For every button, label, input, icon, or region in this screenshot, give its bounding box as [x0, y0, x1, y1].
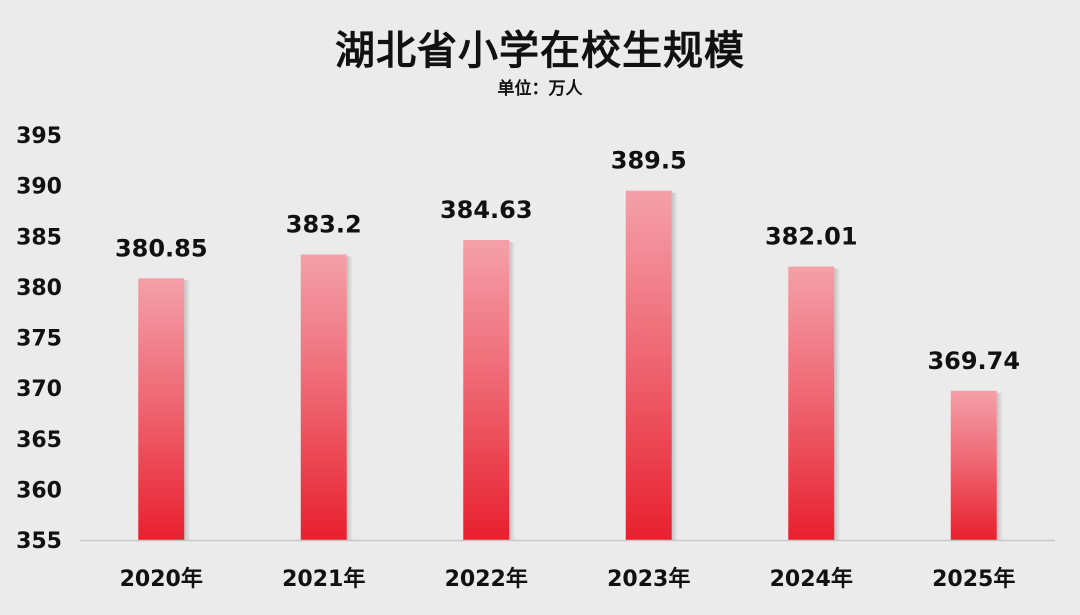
x-axis: 2020年 2021年 2022年 2023年 2024年 2025年 — [80, 539, 1055, 592]
y-axis: 395 390 385 380 375 370 365 360 355 — [16, 124, 62, 554]
bar-value-label: 384.63 — [440, 196, 533, 224]
bar-shadow — [671, 192, 678, 540]
y-tick-label: 370 — [16, 377, 62, 402]
bar — [950, 390, 997, 540]
bar-shadow — [509, 241, 516, 540]
y-tick-label: 365 — [16, 428, 62, 453]
bar — [463, 239, 510, 540]
bar — [300, 254, 347, 540]
bars: 380.85 383.2 384.63 389.5 382.01 369.74 — [115, 147, 1020, 540]
x-tick-label: 2021年 — [282, 566, 365, 592]
bar-shadow — [346, 256, 353, 540]
y-tick-label: 355 — [16, 529, 62, 554]
y-tick-label: 360 — [16, 478, 62, 503]
y-tick-label: 385 — [16, 225, 62, 250]
bar-shadow — [834, 268, 841, 540]
y-tick-label: 375 — [16, 327, 62, 352]
x-tick-label: 2025年 — [932, 566, 1015, 592]
bar-shadow — [996, 392, 1003, 540]
x-tick-label: 2024年 — [770, 566, 853, 592]
bar-shadow — [184, 280, 191, 540]
bar-value-label: 380.85 — [115, 234, 208, 262]
y-tick-label: 390 — [16, 175, 62, 200]
x-tick-label: 2023年 — [607, 566, 690, 592]
bar-value-label: 389.5 — [611, 147, 687, 175]
bar-value-label: 383.2 — [286, 210, 362, 238]
bar-value-label: 382.01 — [765, 223, 858, 251]
bar — [138, 278, 185, 540]
bar — [788, 266, 835, 540]
y-tick-label: 395 — [16, 124, 62, 149]
bar — [625, 190, 672, 540]
y-tick-label: 380 — [16, 276, 62, 301]
x-tick-label: 2020年 — [120, 566, 203, 592]
bar-value-label: 369.74 — [927, 347, 1020, 375]
chart-subtitle: 单位：万人 — [497, 79, 583, 99]
chart-title: 湖北省小学在校生规模 — [335, 28, 745, 74]
x-tick-label: 2022年 — [445, 566, 528, 592]
